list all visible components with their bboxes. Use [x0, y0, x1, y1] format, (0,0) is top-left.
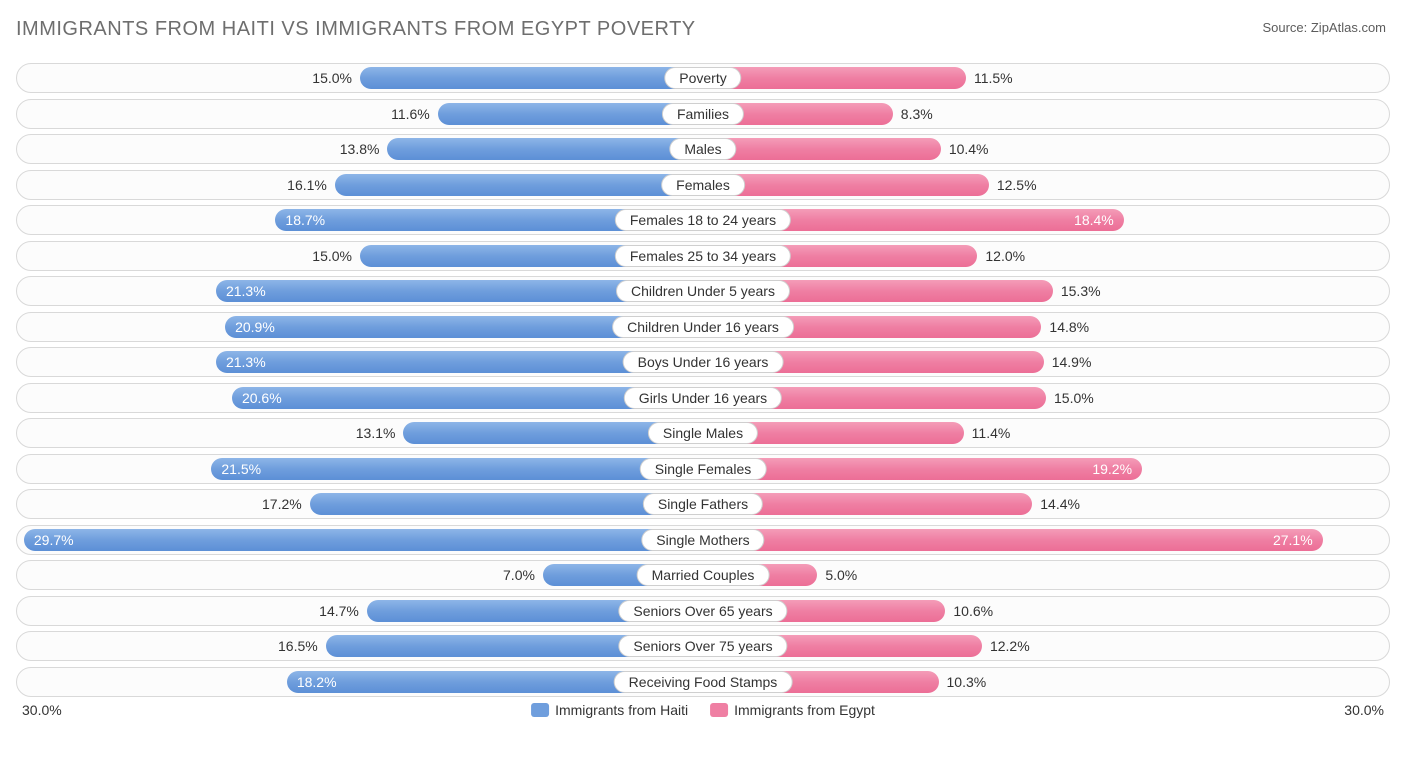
bar-right — [703, 138, 941, 160]
value-right: 14.8% — [1049, 313, 1089, 341]
value-left: 14.7% — [319, 597, 359, 625]
value-right: 12.0% — [985, 242, 1025, 270]
bar-right — [703, 458, 1142, 480]
category-label: Families — [662, 103, 744, 125]
chart-row: 11.6% 8.3% Families — [16, 99, 1390, 129]
category-label: Seniors Over 75 years — [618, 635, 787, 657]
value-left: 20.6% — [242, 384, 282, 412]
value-left: 21.3% — [226, 348, 266, 376]
category-label: Females 25 to 34 years — [615, 245, 791, 267]
chart-row: 15.0% 11.5% Poverty — [16, 63, 1390, 93]
legend-swatch-left — [531, 703, 549, 717]
value-right: 19.2% — [1092, 455, 1132, 483]
category-label: Single Fathers — [643, 493, 763, 515]
value-left: 11.6% — [391, 100, 430, 128]
chart-row: 17.2% 14.4% Single Fathers — [16, 489, 1390, 519]
value-right: 5.0% — [825, 561, 857, 589]
axis-max-right: 30.0% — [1344, 702, 1384, 718]
value-left: 15.0% — [312, 242, 352, 270]
legend-label-left: Immigrants from Haiti — [555, 702, 688, 718]
chart-row: 21.3% 14.9% Boys Under 16 years — [16, 347, 1390, 377]
value-right: 10.3% — [947, 668, 987, 696]
bar-left — [387, 138, 703, 160]
value-left: 18.2% — [297, 668, 337, 696]
bar-right — [703, 174, 989, 196]
chart-row: 20.6% 15.0% Girls Under 16 years — [16, 383, 1390, 413]
chart-row: 13.1% 11.4% Single Males — [16, 418, 1390, 448]
bar-left — [360, 67, 703, 89]
value-right: 10.4% — [949, 135, 989, 163]
value-left: 13.1% — [356, 419, 396, 447]
bar-left — [24, 529, 703, 551]
value-left: 29.7% — [34, 526, 74, 554]
diverging-bar-chart: 15.0%11.5%Poverty11.6%8.3%Families13.8%1… — [16, 63, 1390, 697]
category-label: Children Under 16 years — [612, 316, 794, 338]
legend-label-right: Immigrants from Egypt — [734, 702, 875, 718]
legend: Immigrants from Haiti Immigrants from Eg… — [531, 702, 875, 718]
category-label: Poverty — [664, 67, 741, 89]
category-label: Receiving Food Stamps — [614, 671, 793, 693]
value-left: 16.5% — [278, 632, 318, 660]
chart-title: IMMIGRANTS FROM HAITI VS IMMIGRANTS FROM… — [16, 18, 1390, 41]
chart-row: 21.5% 19.2% Single Females — [16, 454, 1390, 484]
bar-left — [335, 174, 703, 196]
chart-row: 14.7% 10.6% Seniors Over 65 years — [16, 596, 1390, 626]
category-label: Females 18 to 24 years — [615, 209, 791, 231]
value-right: 14.9% — [1052, 348, 1092, 376]
value-right: 14.4% — [1040, 490, 1080, 518]
value-right: 12.2% — [990, 632, 1030, 660]
value-right: 27.1% — [1273, 526, 1313, 554]
value-left: 15.0% — [312, 64, 352, 92]
value-right: 15.0% — [1054, 384, 1094, 412]
category-label: Married Couples — [637, 564, 770, 586]
chart-row: 29.7% 27.1% Single Mothers — [16, 525, 1390, 555]
legend-swatch-right — [710, 703, 728, 717]
chart-row: 16.1% 12.5% Females — [16, 170, 1390, 200]
chart-row: 13.8% 10.4% Males — [16, 134, 1390, 164]
bar-left — [211, 458, 703, 480]
category-label: Females — [661, 174, 745, 196]
value-right: 15.3% — [1061, 277, 1101, 305]
value-right: 18.4% — [1074, 206, 1114, 234]
legend-item-left: Immigrants from Haiti — [531, 702, 688, 718]
category-label: Girls Under 16 years — [624, 387, 782, 409]
value-right: 12.5% — [997, 171, 1037, 199]
value-right: 10.6% — [953, 597, 993, 625]
category-label: Single Mothers — [641, 529, 764, 551]
source-attribution: Source: ZipAtlas.com — [1262, 20, 1386, 35]
value-left: 21.3% — [226, 277, 266, 305]
value-left: 17.2% — [262, 490, 302, 518]
value-right: 8.3% — [901, 100, 933, 128]
value-left: 13.8% — [340, 135, 380, 163]
value-left: 21.5% — [221, 455, 261, 483]
category-label: Boys Under 16 years — [623, 351, 784, 373]
category-label: Single Males — [648, 422, 758, 444]
value-right: 11.4% — [972, 419, 1011, 447]
axis-max-left: 30.0% — [22, 702, 62, 718]
chart-row: 7.0% 5.0% Married Couples — [16, 560, 1390, 590]
value-left: 7.0% — [503, 561, 535, 589]
value-left: 16.1% — [287, 171, 327, 199]
chart-footer: 30.0% Immigrants from Haiti Immigrants f… — [16, 702, 1390, 724]
chart-row: 15.0% 12.0% Females 25 to 34 years — [16, 241, 1390, 271]
category-label: Seniors Over 65 years — [618, 600, 787, 622]
chart-row: 18.7% 18.4% Females 18 to 24 years — [16, 205, 1390, 235]
bar-right — [703, 529, 1323, 551]
chart-row: 16.5% 12.2% Seniors Over 75 years — [16, 631, 1390, 661]
chart-row: 21.3% 15.3% Children Under 5 years — [16, 276, 1390, 306]
value-left: 18.7% — [285, 206, 325, 234]
value-right: 11.5% — [974, 64, 1013, 92]
value-left: 20.9% — [235, 313, 275, 341]
legend-item-right: Immigrants from Egypt — [710, 702, 875, 718]
category-label: Males — [669, 138, 736, 160]
category-label: Single Females — [640, 458, 767, 480]
chart-row: 20.9% 14.8% Children Under 16 years — [16, 312, 1390, 342]
category-label: Children Under 5 years — [616, 280, 790, 302]
chart-row: 18.2% 10.3% Receiving Food Stamps — [16, 667, 1390, 697]
bar-right — [703, 67, 966, 89]
